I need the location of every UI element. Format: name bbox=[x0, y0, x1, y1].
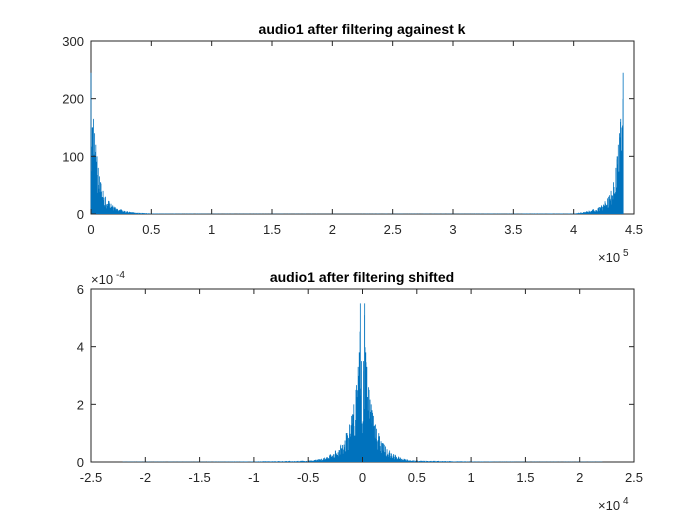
y-ticks-1: 0 100 200 300 bbox=[62, 34, 634, 222]
y-tick-label: 4 bbox=[77, 340, 84, 355]
x-exponent-base-2: ×10 bbox=[598, 498, 620, 513]
x-tick-label: -1.5 bbox=[188, 470, 210, 485]
y-exponent-power-2: -4 bbox=[116, 270, 125, 281]
y-tick-label: 2 bbox=[77, 397, 84, 412]
x-tick-label: 3 bbox=[449, 222, 456, 237]
x-tick-label: -2 bbox=[140, 470, 152, 485]
x-ticks-1: 0 0.5 1 1.5 2 2.5 3 3.5 4 4.5 bbox=[87, 41, 643, 237]
plot-area-1 bbox=[90, 40, 635, 215]
x-tick-label: -2.5 bbox=[80, 470, 102, 485]
x-tick-label: 1 bbox=[467, 470, 474, 485]
x-exponent-power-1: 5 bbox=[623, 248, 629, 259]
x-tick-label: -0.5 bbox=[297, 470, 319, 485]
x-exponent-power-2: 4 bbox=[623, 496, 629, 507]
x-tick-label: 0 bbox=[359, 470, 366, 485]
x-tick-label: 0.5 bbox=[142, 222, 160, 237]
series-1-spectrum-line bbox=[122, 303, 603, 462]
y-tick-label: 200 bbox=[62, 92, 84, 107]
x-exponent-2: ×10 4 bbox=[598, 496, 629, 513]
x-tick-label: 1 bbox=[208, 222, 215, 237]
x-ticks-2: -2.5 -2 -1.5 -1 -0.5 0 0.5 1 1.5 2 2.5 bbox=[80, 289, 643, 485]
y-tick-label: 300 bbox=[62, 34, 84, 49]
subplot-2: -2.5 -2 -1.5 -1 -0.5 0 0.5 1 1.5 2 2.5 0 2 4 6 audio1… bbox=[77, 269, 643, 513]
y-tick-label: 6 bbox=[77, 282, 84, 297]
chart-title-1: audio1 after filtering againest k bbox=[259, 21, 466, 37]
x-tick-label: 2.5 bbox=[384, 222, 402, 237]
series-group-2 bbox=[122, 303, 603, 462]
y-tick-label: 0 bbox=[77, 455, 84, 470]
y-tick-label: 0 bbox=[77, 207, 84, 222]
series-1-spectrum-line bbox=[90, 72, 624, 214]
x-tick-label: 2 bbox=[576, 470, 583, 485]
series-group-1 bbox=[90, 72, 624, 214]
x-tick-label: 1.5 bbox=[516, 470, 534, 485]
y-tick-label: 100 bbox=[62, 149, 84, 164]
chart-title-2: audio1 after filtering shifted bbox=[270, 269, 454, 285]
x-tick-label: 0.5 bbox=[408, 470, 426, 485]
y-exponent-base-2: ×10 bbox=[91, 272, 113, 287]
subplot-1: 0 0.5 1 1.5 2 2.5 3 3.5 4 4.5 0 100 200 300 audio1 a… bbox=[62, 21, 643, 265]
x-tick-label: 1.5 bbox=[263, 222, 281, 237]
y-exponent-2: ×10 -4 bbox=[91, 270, 125, 287]
x-tick-label: 2 bbox=[329, 222, 336, 237]
x-tick-label: 4 bbox=[570, 222, 577, 237]
x-tick-label: 2.5 bbox=[625, 470, 643, 485]
x-exponent-base-1: ×10 bbox=[598, 250, 620, 265]
x-tick-label: 4.5 bbox=[625, 222, 643, 237]
x-tick-label: 0 bbox=[87, 222, 94, 237]
x-exponent-1: ×10 5 bbox=[598, 248, 629, 265]
y-ticks-2: 0 2 4 6 bbox=[77, 282, 634, 470]
x-tick-label: -1 bbox=[248, 470, 260, 485]
x-tick-label: 3.5 bbox=[504, 222, 522, 237]
